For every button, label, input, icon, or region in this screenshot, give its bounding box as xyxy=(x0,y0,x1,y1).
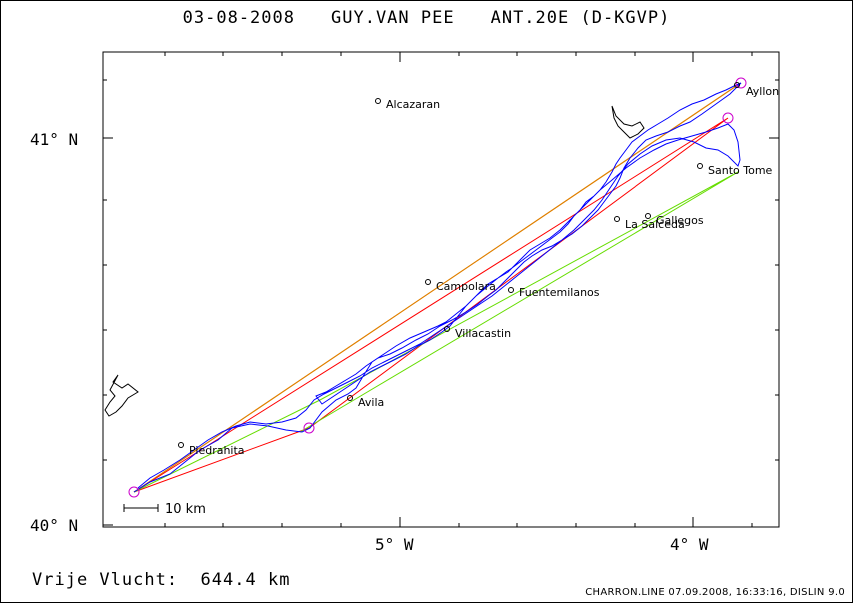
leg-red xyxy=(133,117,729,493)
pilot-name: GUY.VAN PEE xyxy=(331,8,455,28)
place-ayllon: Ayllon xyxy=(746,85,779,98)
place-campolara: Campolara xyxy=(436,280,496,293)
turnpoint-3 xyxy=(722,112,734,124)
turnpoint-2 xyxy=(303,422,315,434)
place-labels: Alcazaran Ayllon Santo Tome Gallegos La … xyxy=(178,82,779,457)
lon-label-5w: 5° W xyxy=(375,535,414,554)
place-santo-tome: Santo Tome xyxy=(708,164,773,177)
flight-title: 03-08-2008 GUY.VAN PEE ANT.20E (D-KGVP) xyxy=(0,8,853,28)
distance-readout: Vrije Vlucht: 644.4 km xyxy=(32,570,290,590)
turnpoint-start xyxy=(128,486,140,498)
distance-label: Vrije Vlucht: xyxy=(32,570,179,590)
reservoir-east xyxy=(611,105,645,139)
reservoir-west xyxy=(104,374,139,417)
gps-track xyxy=(133,82,742,493)
lat-label-40: 40° N xyxy=(30,516,78,535)
scale-label: 10 km xyxy=(165,502,206,517)
glider-id: ANT.20E (D-KGVP) xyxy=(490,8,671,28)
place-gallegos: Gallegos xyxy=(656,214,704,227)
place-piedrahita: Piedrahita xyxy=(189,444,245,457)
plot-frame xyxy=(102,51,780,528)
task-legs xyxy=(133,82,742,493)
credits: CHARRON.LINE 07.09.2008, 16:33:16, DISLI… xyxy=(585,587,845,598)
leg-orange-2 xyxy=(135,83,740,492)
lon-label-4w: 4° W xyxy=(670,535,709,554)
lat-ticks xyxy=(103,79,779,526)
place-villacastin: Villacastin xyxy=(455,327,511,340)
place-la-salceda: La Salceda xyxy=(625,218,685,231)
scale-bar: 10 km xyxy=(123,502,206,517)
place-fuentemilanos: Fuentemilanos xyxy=(519,286,600,299)
distance-value: 644.4 km xyxy=(200,570,291,590)
lat-label-41: 41° N xyxy=(30,130,78,149)
flight-date: 03-08-2008 xyxy=(182,8,295,28)
place-alcazaran: Alcazaran xyxy=(386,98,440,111)
lon-ticks xyxy=(164,52,753,527)
leg-green xyxy=(133,171,739,493)
place-avila: Avila xyxy=(358,396,384,409)
